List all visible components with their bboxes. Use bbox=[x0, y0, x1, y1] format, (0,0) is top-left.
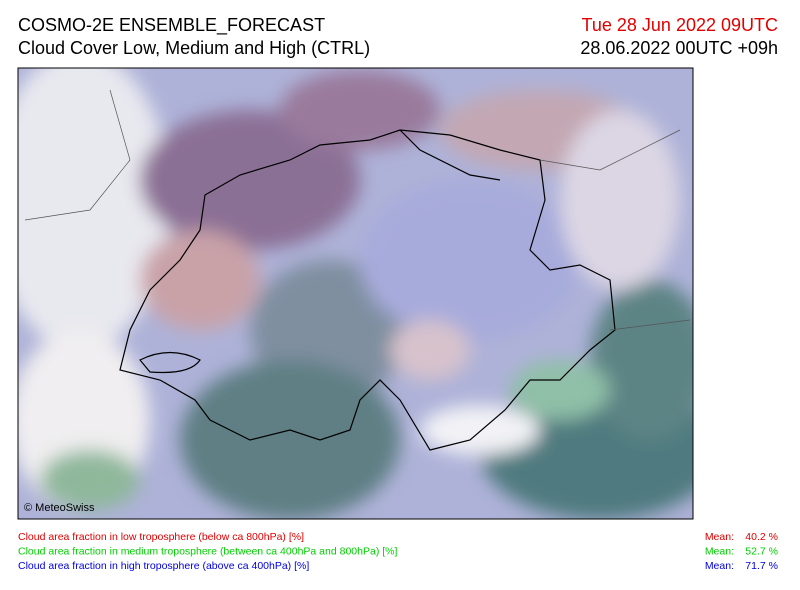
copyright: © MeteoSwiss bbox=[24, 502, 95, 514]
subtitle: Cloud Cover Low, Medium and High (CTRL) bbox=[18, 38, 371, 58]
run-time: 28.06.2022 00UTC +09h bbox=[580, 38, 778, 58]
map-frame bbox=[17, 67, 694, 520]
title: COSMO-2E ENSEMBLE_FORECAST bbox=[18, 15, 326, 35]
mean-value: 52.7 % bbox=[745, 545, 778, 557]
mean-prefix: Mean: bbox=[705, 560, 734, 572]
legend-text: Cloud area fraction in low troposphere (… bbox=[18, 531, 304, 543]
mean-value: 71.7 % bbox=[745, 560, 778, 572]
mean-prefix: Mean: bbox=[705, 531, 734, 543]
mean-prefix: Mean: bbox=[705, 545, 734, 557]
legend-text: Cloud area fraction in medium tropospher… bbox=[18, 545, 397, 557]
legend-text: Cloud area fraction in high troposphere … bbox=[18, 560, 309, 572]
cloud-field bbox=[18, 68, 693, 519]
valid-time: Tue 28 Jun 2022 09UTC bbox=[581, 15, 778, 35]
mean-value: 40.2 % bbox=[745, 531, 778, 543]
